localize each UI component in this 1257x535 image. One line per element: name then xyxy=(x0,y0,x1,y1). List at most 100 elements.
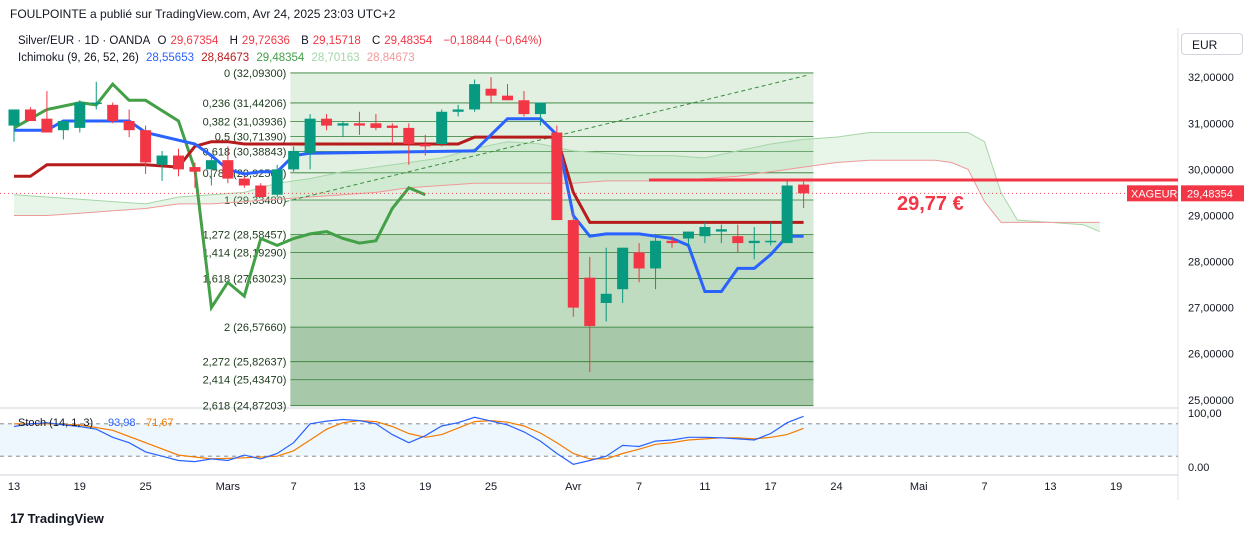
candle-body xyxy=(107,104,119,121)
candle-body xyxy=(419,144,431,147)
candle-body xyxy=(551,132,563,221)
candle-body xyxy=(304,118,316,154)
candle-body xyxy=(205,160,217,170)
price-tick-label: 29,00000 xyxy=(1188,210,1234,222)
candle-body xyxy=(600,293,612,304)
candle-body xyxy=(337,123,349,126)
candle-body xyxy=(534,102,546,115)
brand-name: TradingView xyxy=(27,510,104,526)
candle-body xyxy=(90,102,102,105)
candle-body xyxy=(255,185,267,198)
candle-body xyxy=(650,240,662,269)
fib-level-label: 0,382 (31,03936) xyxy=(203,116,287,128)
candle-body xyxy=(715,229,727,232)
currency-button[interactable]: EUR xyxy=(1181,33,1243,55)
candle-body xyxy=(469,84,481,110)
candle-body xyxy=(123,120,135,131)
time-tick-label: 13 xyxy=(8,481,20,493)
time-tick-label: 7 xyxy=(981,481,987,493)
candle-body xyxy=(502,95,513,101)
kijun-value: 28,84673 xyxy=(201,52,250,64)
time-tick-label: 19 xyxy=(74,481,86,493)
candle-body xyxy=(485,88,497,96)
candle-body xyxy=(617,247,629,290)
fib-level-label: 2 (26,57660) xyxy=(224,322,286,334)
candle-body xyxy=(321,118,333,126)
price-tick-label: 31,00000 xyxy=(1188,118,1234,130)
time-tick-label: 19 xyxy=(1110,481,1122,493)
time-tick-label: 11 xyxy=(699,481,710,493)
symbol-name[interactable]: Silver/EUR · 1D · OANDA xyxy=(18,35,151,47)
kijun-line xyxy=(14,135,804,224)
stoch-tick-label: 0.00 xyxy=(1188,462,1209,474)
high-value: H 29,72636 xyxy=(229,35,290,47)
candle-body xyxy=(765,240,777,243)
candle-body xyxy=(732,236,744,244)
stoch-band xyxy=(0,423,1178,457)
close-value: C 29,48354 xyxy=(371,35,433,47)
time-tick-label: 13 xyxy=(353,481,365,493)
price-tick-label: 28,00000 xyxy=(1188,257,1234,269)
price-tick-label: 32,00000 xyxy=(1188,72,1234,84)
candle-body xyxy=(452,109,464,112)
ichimoku-name[interactable]: Ichimoku (9, 26, 52, 26) xyxy=(18,52,139,64)
candle-body xyxy=(189,167,201,172)
ichimoku-legend: Ichimoku (9, 26, 52, 26) 28,55653 28,846… xyxy=(18,52,419,64)
candle-body xyxy=(41,118,53,133)
time-tick-label: Avr xyxy=(565,481,582,493)
symbol-tag-bg xyxy=(1127,185,1178,202)
fib-level-label: 0,618 (30,38843) xyxy=(203,146,287,158)
time-tick-label: 17 xyxy=(765,481,777,493)
senkou-b-value: 28,84673 xyxy=(366,52,415,64)
lagging-span-line xyxy=(13,81,426,312)
candle-body xyxy=(386,125,398,128)
time-tick-label: 24 xyxy=(830,481,842,493)
fib-zone-3 xyxy=(290,327,814,406)
candle-body xyxy=(74,102,86,128)
time-tick-label: Mars xyxy=(216,481,241,493)
candle-body xyxy=(584,277,596,327)
time-tick-label: 25 xyxy=(485,481,497,493)
candle-body xyxy=(24,109,36,121)
price-chart[interactable]: 0 (32,09300) 0,236 (31,44206) 0,382 (31,03… xyxy=(0,0,1257,505)
symbol-legend: Silver/EUR · 1D · OANDA O 29,67354 H 29,72… xyxy=(18,35,546,47)
candle-body xyxy=(353,123,365,126)
fib-level-label: 0,5 (30,71390) xyxy=(215,131,287,143)
candle-body xyxy=(666,240,678,244)
time-tick-label: 19 xyxy=(419,481,431,493)
candle-body xyxy=(748,240,760,244)
time-tick-label: 7 xyxy=(636,481,642,493)
candle-body xyxy=(682,231,694,239)
time-tick-label: 13 xyxy=(1044,481,1056,493)
fib-level-label: 2,414 (25,43470) xyxy=(203,375,287,387)
candle-body xyxy=(156,155,168,165)
candle-body xyxy=(173,155,184,170)
candle-body xyxy=(518,100,530,115)
last-price-tag-bg xyxy=(1181,185,1244,202)
senkou-a-value: 28,70163 xyxy=(311,52,360,64)
tradingview-brand[interactable]: 17 TradingView xyxy=(10,510,104,526)
stoch-d-value: 71,67 xyxy=(146,417,174,429)
open-value: O 29,67354 xyxy=(157,35,219,47)
candle-body xyxy=(567,220,579,308)
fib-zone-2 xyxy=(290,234,814,328)
lagging-value: 29,48354 xyxy=(256,52,305,64)
price-tick-label: 25,00000 xyxy=(1188,395,1234,407)
tenkan-value: 28,55653 xyxy=(146,52,194,64)
publisher-line: FOULPOINTE a publié sur TradingView.com,… xyxy=(10,7,396,21)
candle-body xyxy=(288,150,300,170)
price-annotation: 29,77 € xyxy=(897,193,964,215)
fib-level-label: 2,618 (24,87203) xyxy=(203,401,287,413)
stoch-k-line xyxy=(13,415,804,465)
tradingview-logo-icon: 17 xyxy=(10,510,25,526)
candle-body xyxy=(271,169,283,195)
candle-body xyxy=(57,120,69,131)
candle-body xyxy=(222,160,234,179)
low-value: B 29,15718 xyxy=(301,35,361,47)
candle-body xyxy=(798,184,810,194)
fib-level-label: 2,272 (25,82637) xyxy=(203,357,287,369)
candle-body xyxy=(633,252,645,269)
price-tick-label: 26,00000 xyxy=(1188,349,1234,361)
tenkan-line xyxy=(14,117,804,293)
stoch-legend-name: Stoch (14, 1, 3) xyxy=(18,417,93,429)
